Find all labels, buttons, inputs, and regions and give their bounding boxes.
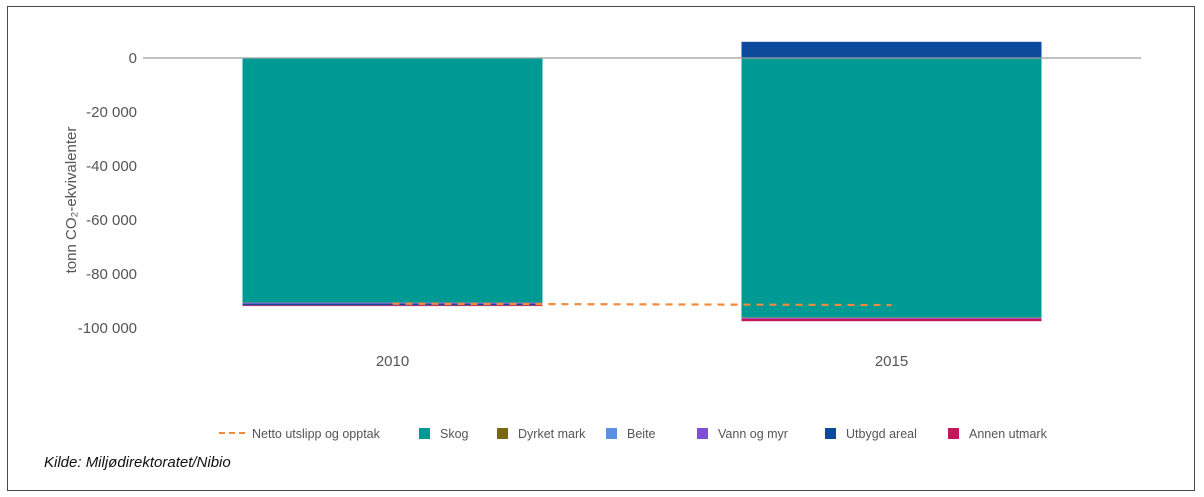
legend-swatch xyxy=(419,428,430,439)
legend-item-skog: Skog xyxy=(419,427,469,441)
legend-label: Netto utslipp og opptak xyxy=(252,427,381,441)
legend-item-annen-utmark: Annen utmark xyxy=(948,427,1048,441)
y-axis-label: tonn CO₂-ekvivalenter xyxy=(63,127,80,274)
legend-label: Vann og myr xyxy=(718,427,788,441)
y-tick-label: -100 000 xyxy=(78,320,137,337)
x-tick-labels: 2010 2015 xyxy=(376,353,908,370)
x-tick-label: 2010 xyxy=(376,353,409,370)
legend-item-vann-og-myr: Vann og myr xyxy=(697,427,788,441)
bar-2015-skog xyxy=(741,58,1042,318)
legend-label: Utbygd areal xyxy=(846,427,917,441)
legend: Netto utslipp og opptak Skog Dyrket mark Be… xyxy=(219,427,1048,441)
bar-2015-annen-utmark xyxy=(741,318,1042,322)
legend-swatch xyxy=(697,428,708,439)
bar-2010-annen-utmark xyxy=(242,305,543,307)
legend-swatch xyxy=(497,428,508,439)
source-note: Kilde: Miljødirektoratet/Nibio xyxy=(44,454,231,471)
y-tick-label: -60 000 xyxy=(86,212,137,229)
bars-layer xyxy=(242,41,1042,322)
net-emission-line xyxy=(392,302,892,307)
net-line-layer xyxy=(392,302,892,307)
x-tick-label: 2015 xyxy=(875,353,908,370)
bar-2015-utbygd-areal xyxy=(741,41,1042,58)
bar-2010-vann-og-myr xyxy=(242,302,543,304)
y-tick-label: -80 000 xyxy=(86,266,137,283)
y-tick-label: -40 000 xyxy=(86,158,137,175)
legend-label: Annen utmark xyxy=(969,427,1048,441)
bar-2015-vann-og-myr xyxy=(741,318,1042,319)
legend-swatch xyxy=(948,428,959,439)
bar-2010-skog xyxy=(242,58,543,303)
legend-swatch xyxy=(825,428,836,439)
y-tick-label: 0 xyxy=(129,50,137,67)
y-tick-labels: 0 -20 000 -40 000 -60 000 -80 000 -100 000 xyxy=(78,50,137,337)
legend-label: Beite xyxy=(627,427,656,441)
legend-swatch xyxy=(606,428,617,439)
legend-item-netto-utslipp-og-opptak: Netto utslipp og opptak xyxy=(219,427,381,441)
legend-item-beite: Beite xyxy=(606,427,656,441)
y-tick-label: -20 000 xyxy=(86,104,137,121)
legend-label: Dyrket mark xyxy=(518,427,586,441)
legend-item-dyrket-mark: Dyrket mark xyxy=(497,427,586,441)
legend-item-utbygd-areal: Utbygd areal xyxy=(825,427,917,441)
bar-2015-dyrket-mark xyxy=(741,317,1042,318)
legend-label: Skog xyxy=(440,427,469,441)
